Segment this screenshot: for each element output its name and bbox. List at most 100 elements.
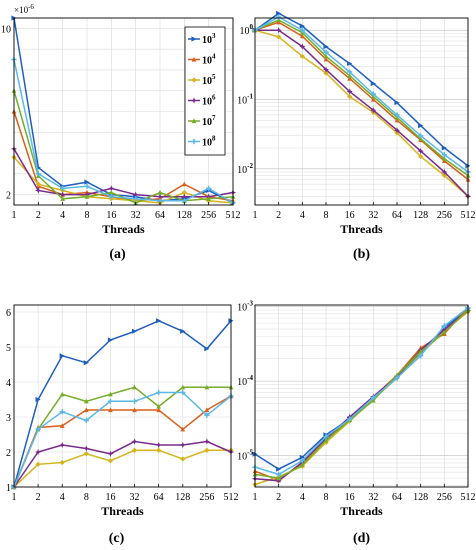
series-line [254, 16, 469, 173]
data-point [441, 329, 447, 335]
x-tick-label: 2 [276, 492, 281, 503]
data-point [156, 403, 162, 409]
data-point [131, 328, 138, 334]
data-point [84, 179, 90, 185]
legend-entry: 105 [188, 73, 216, 87]
y-tick-label: 1 [6, 483, 11, 494]
data-point [83, 398, 89, 404]
x-tick-label: 512 [224, 492, 239, 503]
legend-label: 108 [202, 135, 216, 149]
chart-panel-1: 1 2 4 8 16 32 64 128 256 512Threads210×10-6103104… [1, 3, 241, 262]
data-point [179, 441, 186, 449]
legend-entry: 104 [188, 53, 216, 67]
data-point [59, 353, 65, 359]
plot-area [254, 304, 469, 488]
y-tick-label: 10-5 [237, 449, 253, 463]
x-axis-label: Threads [102, 222, 145, 236]
data-point [299, 457, 305, 464]
series-4 [10, 438, 235, 491]
data-point [132, 384, 137, 390]
legend-marker [191, 77, 197, 83]
data-point [418, 122, 424, 129]
data-point [370, 395, 376, 401]
series-line [13, 59, 234, 204]
series-5 [11, 384, 234, 490]
legend-label: 104 [202, 53, 216, 67]
legend-entry: 107 [188, 114, 216, 128]
series-line [254, 19, 469, 177]
data-point [107, 337, 114, 343]
series-1 [252, 10, 471, 169]
data-point [441, 145, 447, 151]
legend-box [184, 26, 226, 156]
data-point [180, 389, 186, 396]
data-point [181, 181, 187, 187]
data-point [275, 27, 282, 34]
data-point [299, 462, 305, 468]
series-line [254, 29, 469, 197]
data-point [347, 76, 353, 81]
data-point [132, 191, 139, 198]
data-point [418, 353, 424, 359]
data-point [133, 196, 139, 202]
data-point [441, 152, 447, 158]
x-tick-label: 256 [437, 210, 452, 221]
data-point [35, 181, 41, 187]
series-line [254, 12, 469, 167]
y-tick-label: 6 [6, 308, 11, 319]
x-tick-label: 1 [253, 492, 258, 503]
data-point [108, 391, 113, 397]
data-point [276, 14, 282, 20]
x-tick-label: 1 [253, 210, 258, 221]
data-point [35, 426, 41, 432]
series-6 [11, 389, 234, 490]
y-axis-multiplier: ×10-6 [14, 3, 34, 15]
data-point [323, 56, 329, 62]
data-point [108, 185, 115, 192]
series-6 [252, 14, 471, 175]
data-point [370, 96, 376, 102]
data-point [370, 80, 376, 87]
data-point [394, 375, 400, 381]
x-tick-label: 512 [461, 492, 476, 503]
x-tick-label: 1 [12, 210, 17, 221]
series-1 [252, 306, 471, 472]
x-tick-label: 64 [392, 492, 402, 503]
x-tick-label: 2 [36, 492, 41, 503]
gridlines [13, 305, 232, 488]
data-point [299, 23, 305, 29]
x-tick-label: 128 [177, 210, 192, 221]
x-axis-label: Threads [101, 504, 144, 518]
panel-label: (b) [353, 247, 370, 262]
x-tick-label: 2 [276, 210, 281, 221]
legend-entry: 108 [188, 135, 216, 149]
data-point [299, 53, 305, 59]
chart-panel-3: 1 2 4 8 16 32 64 128 256 512 Threads 1 2 3 4 5 6 (c) [6, 304, 239, 546]
data-point [181, 189, 187, 196]
data-point [35, 461, 41, 467]
data-point [131, 438, 138, 445]
y-tick-label: 4 [6, 378, 11, 389]
data-point [347, 94, 353, 100]
data-point [323, 434, 329, 440]
y-tick-label: 3 [6, 413, 11, 424]
data-point [323, 43, 329, 50]
legend-marker [191, 36, 197, 42]
data-point [83, 451, 89, 457]
data-point [418, 133, 424, 139]
data-point [418, 153, 424, 160]
x-axis-label: Threads [340, 222, 383, 236]
chart-panel-4: 1 2 4 8 16 32 64 128 256 512 Threads 10-3 10-4 10-5 (d… [237, 300, 475, 546]
data-point [370, 91, 376, 97]
data-point [34, 448, 42, 456]
data-point [59, 409, 65, 415]
data-point [441, 323, 447, 329]
data-point [59, 391, 65, 397]
data-point [83, 360, 89, 366]
data-point [59, 441, 66, 449]
data-point [276, 10, 282, 16]
data-point [276, 475, 282, 481]
y-tick-label: 5 [6, 343, 11, 354]
plot-area [254, 17, 469, 206]
series-2 [11, 393, 234, 490]
